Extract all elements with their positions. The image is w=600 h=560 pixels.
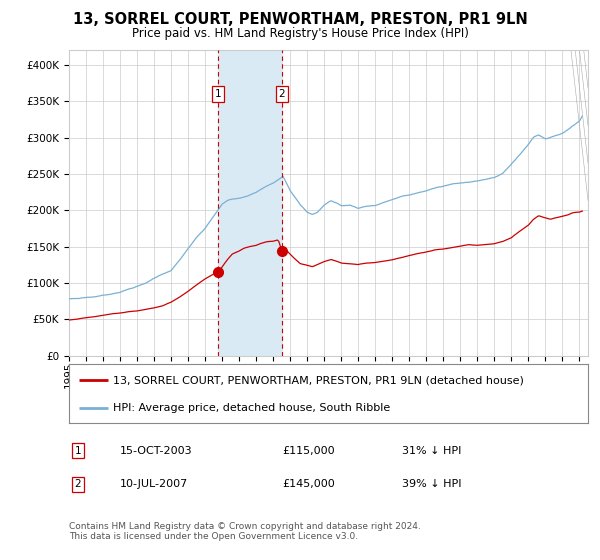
Text: HPI: Average price, detached house, South Ribble: HPI: Average price, detached house, Sout… [113, 403, 391, 413]
Text: 2: 2 [74, 479, 82, 489]
Text: 2: 2 [278, 89, 285, 99]
Bar [218, 50, 282, 356]
Text: 13, SORREL COURT, PENWORTHAM, PRESTON, PR1 9LN (detached house): 13, SORREL COURT, PENWORTHAM, PRESTON, P… [113, 375, 524, 385]
Text: £145,000: £145,000 [282, 479, 335, 489]
Text: 31% ↓ HPI: 31% ↓ HPI [402, 446, 461, 456]
Text: 39% ↓ HPI: 39% ↓ HPI [402, 479, 461, 489]
Text: 10-JUL-2007: 10-JUL-2007 [120, 479, 188, 489]
Text: 1: 1 [74, 446, 82, 456]
Text: Price paid vs. HM Land Registry's House Price Index (HPI): Price paid vs. HM Land Registry's House … [131, 27, 469, 40]
Text: £115,000: £115,000 [282, 446, 335, 456]
Text: Contains HM Land Registry data © Crown copyright and database right 2024.
This d: Contains HM Land Registry data © Crown c… [69, 522, 421, 542]
Text: 13, SORREL COURT, PENWORTHAM, PRESTON, PR1 9LN: 13, SORREL COURT, PENWORTHAM, PRESTON, P… [73, 12, 527, 27]
Text: 1: 1 [215, 89, 221, 99]
Text: 15-OCT-2003: 15-OCT-2003 [120, 446, 193, 456]
